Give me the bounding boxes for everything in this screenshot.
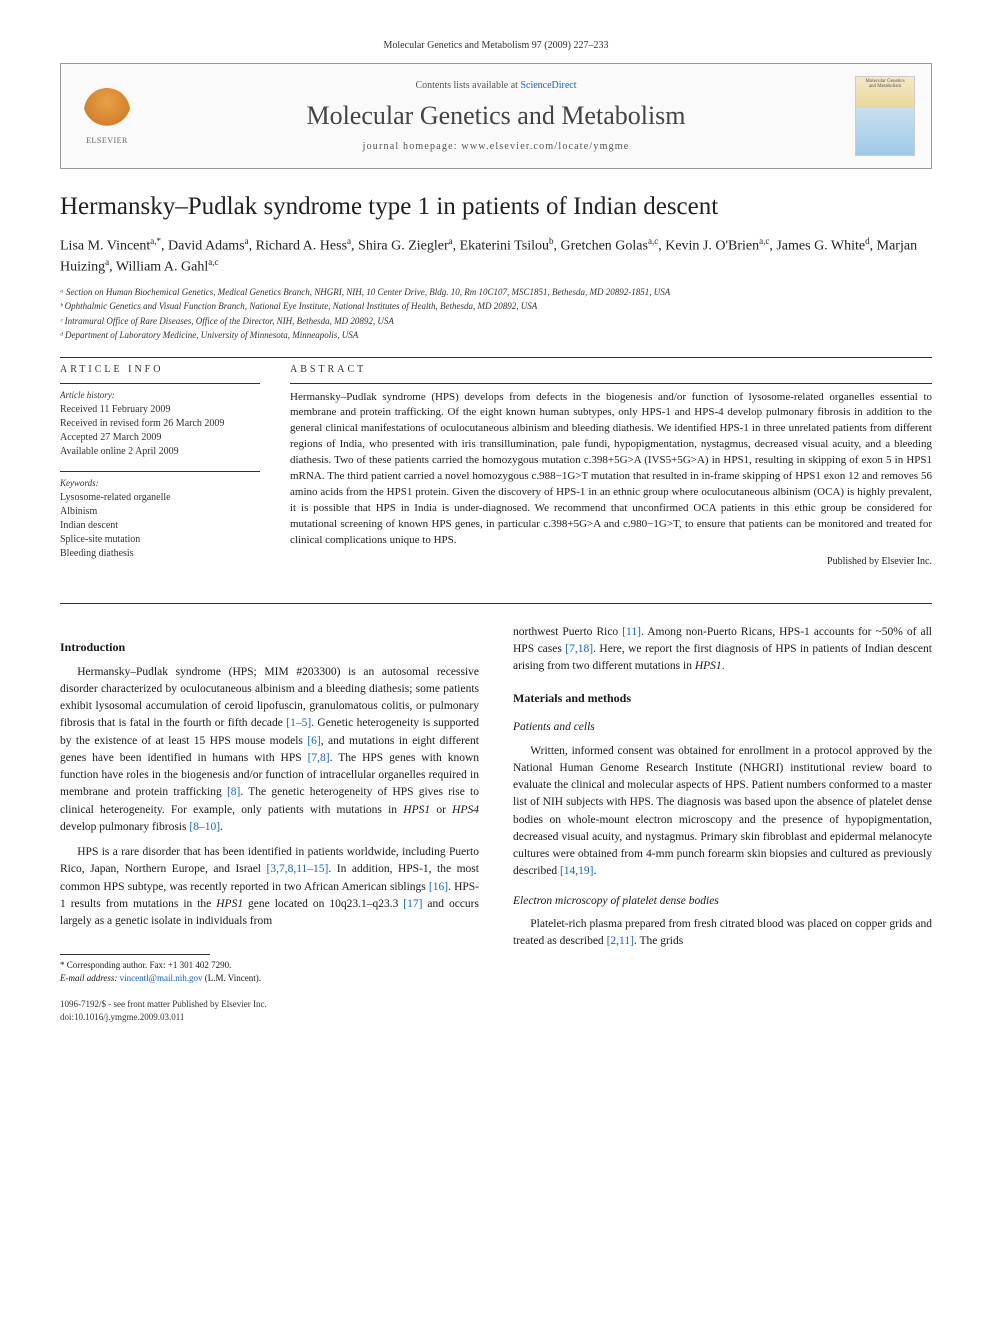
ref-link[interactable]: [16] bbox=[429, 881, 448, 893]
bottom-metadata: 1096-7192/$ - see front matter Published… bbox=[60, 998, 932, 1023]
ref-link[interactable]: [6] bbox=[307, 735, 320, 747]
keyword-item: Lysosome-related organelle bbox=[60, 491, 260, 505]
sciencedirect-link[interactable]: ScienceDirect bbox=[520, 80, 576, 91]
body-column-right: northwest Puerto Rico [11]. Among non-Pu… bbox=[513, 624, 932, 985]
ref-link[interactable]: [14,19] bbox=[560, 865, 594, 877]
contents-available-line: Contents lists available at ScienceDirec… bbox=[149, 80, 843, 91]
cover-text-2: and Metabolism bbox=[869, 84, 901, 89]
ref-link[interactable]: [3,7,8,11–15] bbox=[267, 863, 329, 875]
email-name-suffix: (L.M. Vincent). bbox=[202, 973, 261, 983]
corr-fax: * Corresponding author. Fax: +1 301 402 … bbox=[60, 959, 479, 972]
keyword-item: Indian descent bbox=[60, 519, 260, 533]
patients-paragraph: Written, informed consent was obtained f… bbox=[513, 743, 932, 881]
authors-list: Lisa M. Vincenta,*, David Adamsa, Richar… bbox=[60, 235, 932, 278]
divider-line-2 bbox=[60, 603, 932, 604]
keywords-label: Keywords: bbox=[60, 478, 260, 488]
running-header: Molecular Genetics and Metabolism 97 (20… bbox=[60, 40, 932, 51]
ref-link[interactable]: [8–10] bbox=[189, 821, 220, 833]
article-history-label: Article history: bbox=[60, 390, 260, 400]
article-info-column: ARTICLE INFO Article history: Received 1… bbox=[60, 364, 260, 573]
keyword-item: Splice-site mutation bbox=[60, 533, 260, 547]
affiliation-item: ᵃ Section on Human Biochemical Genetics,… bbox=[60, 286, 932, 300]
divider-line bbox=[60, 357, 932, 358]
abstract-body: Hermansky–Pudlak syndrome (HPS) develops… bbox=[290, 391, 932, 546]
journal-homepage: journal homepage: www.elsevier.com/locat… bbox=[149, 141, 843, 152]
intro-paragraph-1: Hermansky–Pudlak syndrome (HPS; MIM #203… bbox=[60, 664, 479, 837]
history-item: Received in revised form 26 March 2009 bbox=[60, 417, 260, 431]
intro-continuation: northwest Puerto Rico [11]. Among non-Pu… bbox=[513, 624, 932, 676]
contents-prefix: Contents lists available at bbox=[415, 80, 520, 91]
doi-line: doi:10.1016/j.ymgme.2009.03.011 bbox=[60, 1011, 932, 1024]
abstract-text: Hermansky–Pudlak syndrome (HPS) develops… bbox=[290, 383, 932, 570]
ref-link[interactable]: [7,18] bbox=[565, 643, 593, 655]
body-column-left: Introduction Hermansky–Pudlak syndrome (… bbox=[60, 624, 479, 985]
corresponding-author-note: * Corresponding author. Fax: +1 301 402 … bbox=[60, 959, 479, 984]
patients-subheading: Patients and cells bbox=[513, 719, 932, 736]
gene-name: HPS1 bbox=[403, 804, 430, 816]
elsevier-logo: ELSEVIER bbox=[77, 81, 137, 151]
methods-heading: Materials and methods bbox=[513, 689, 932, 707]
affiliation-item: ᵈ Department of Laboratory Medicine, Uni… bbox=[60, 329, 932, 343]
ref-link[interactable]: [2,11] bbox=[607, 935, 634, 947]
email-label: E-mail address: bbox=[60, 973, 120, 983]
article-history-text: Received 11 February 2009Received in rev… bbox=[60, 403, 260, 459]
footnote-separator bbox=[60, 954, 210, 955]
introduction-heading: Introduction bbox=[60, 638, 479, 656]
keyword-item: Albinism bbox=[60, 505, 260, 519]
corresponding-email-link[interactable]: vincentl@mail.nih.gov bbox=[120, 973, 203, 983]
em-paragraph: Platelet-rich plasma prepared from fresh… bbox=[513, 916, 932, 951]
issn-line: 1096-7192/$ - see front matter Published… bbox=[60, 998, 932, 1011]
gene-name: HPS4 bbox=[452, 804, 479, 816]
keywords-list: Lysosome-related organelleAlbinismIndian… bbox=[60, 491, 260, 561]
article-title: Hermansky–Pudlak syndrome type 1 in pati… bbox=[60, 193, 932, 221]
ref-link[interactable]: [17] bbox=[403, 898, 422, 910]
abstract-column: ABSTRACT Hermansky–Pudlak syndrome (HPS)… bbox=[290, 364, 932, 573]
gene-name: HPS1 bbox=[695, 660, 722, 672]
history-item: Available online 2 April 2009 bbox=[60, 445, 260, 459]
gene-name: HPS1 bbox=[216, 898, 243, 910]
keyword-item: Bleeding diathesis bbox=[60, 547, 260, 561]
ref-link[interactable]: [11] bbox=[622, 626, 641, 638]
affiliation-item: ᵇ Ophthalmic Genetics and Visual Functio… bbox=[60, 300, 932, 314]
journal-header-box: ELSEVIER Contents lists available at Sci… bbox=[60, 63, 932, 169]
ref-link[interactable]: [8] bbox=[227, 786, 240, 798]
history-item: Accepted 27 March 2009 bbox=[60, 431, 260, 445]
article-info-heading: ARTICLE INFO bbox=[60, 364, 260, 375]
elsevier-tree-icon bbox=[84, 88, 130, 134]
em-subheading: Electron microscopy of platelet dense bo… bbox=[513, 893, 932, 910]
elsevier-label: ELSEVIER bbox=[86, 136, 128, 145]
affiliations-list: ᵃ Section on Human Biochemical Genetics,… bbox=[60, 286, 932, 343]
affiliation-item: ᶜ Intramural Office of Rare Diseases, Of… bbox=[60, 315, 932, 329]
intro-paragraph-2: HPS is a rare disorder that has been ide… bbox=[60, 844, 479, 930]
journal-name: Molecular Genetics and Metabolism bbox=[149, 101, 843, 131]
ref-link[interactable]: [1–5] bbox=[286, 717, 311, 729]
abstract-heading: ABSTRACT bbox=[290, 364, 932, 375]
ref-link[interactable]: [7,8] bbox=[308, 752, 330, 764]
abstract-publisher: Published by Elsevier Inc. bbox=[290, 555, 932, 570]
journal-cover-thumbnail: Molecular Genetics and Metabolism bbox=[855, 76, 915, 156]
history-item: Received 11 February 2009 bbox=[60, 403, 260, 417]
